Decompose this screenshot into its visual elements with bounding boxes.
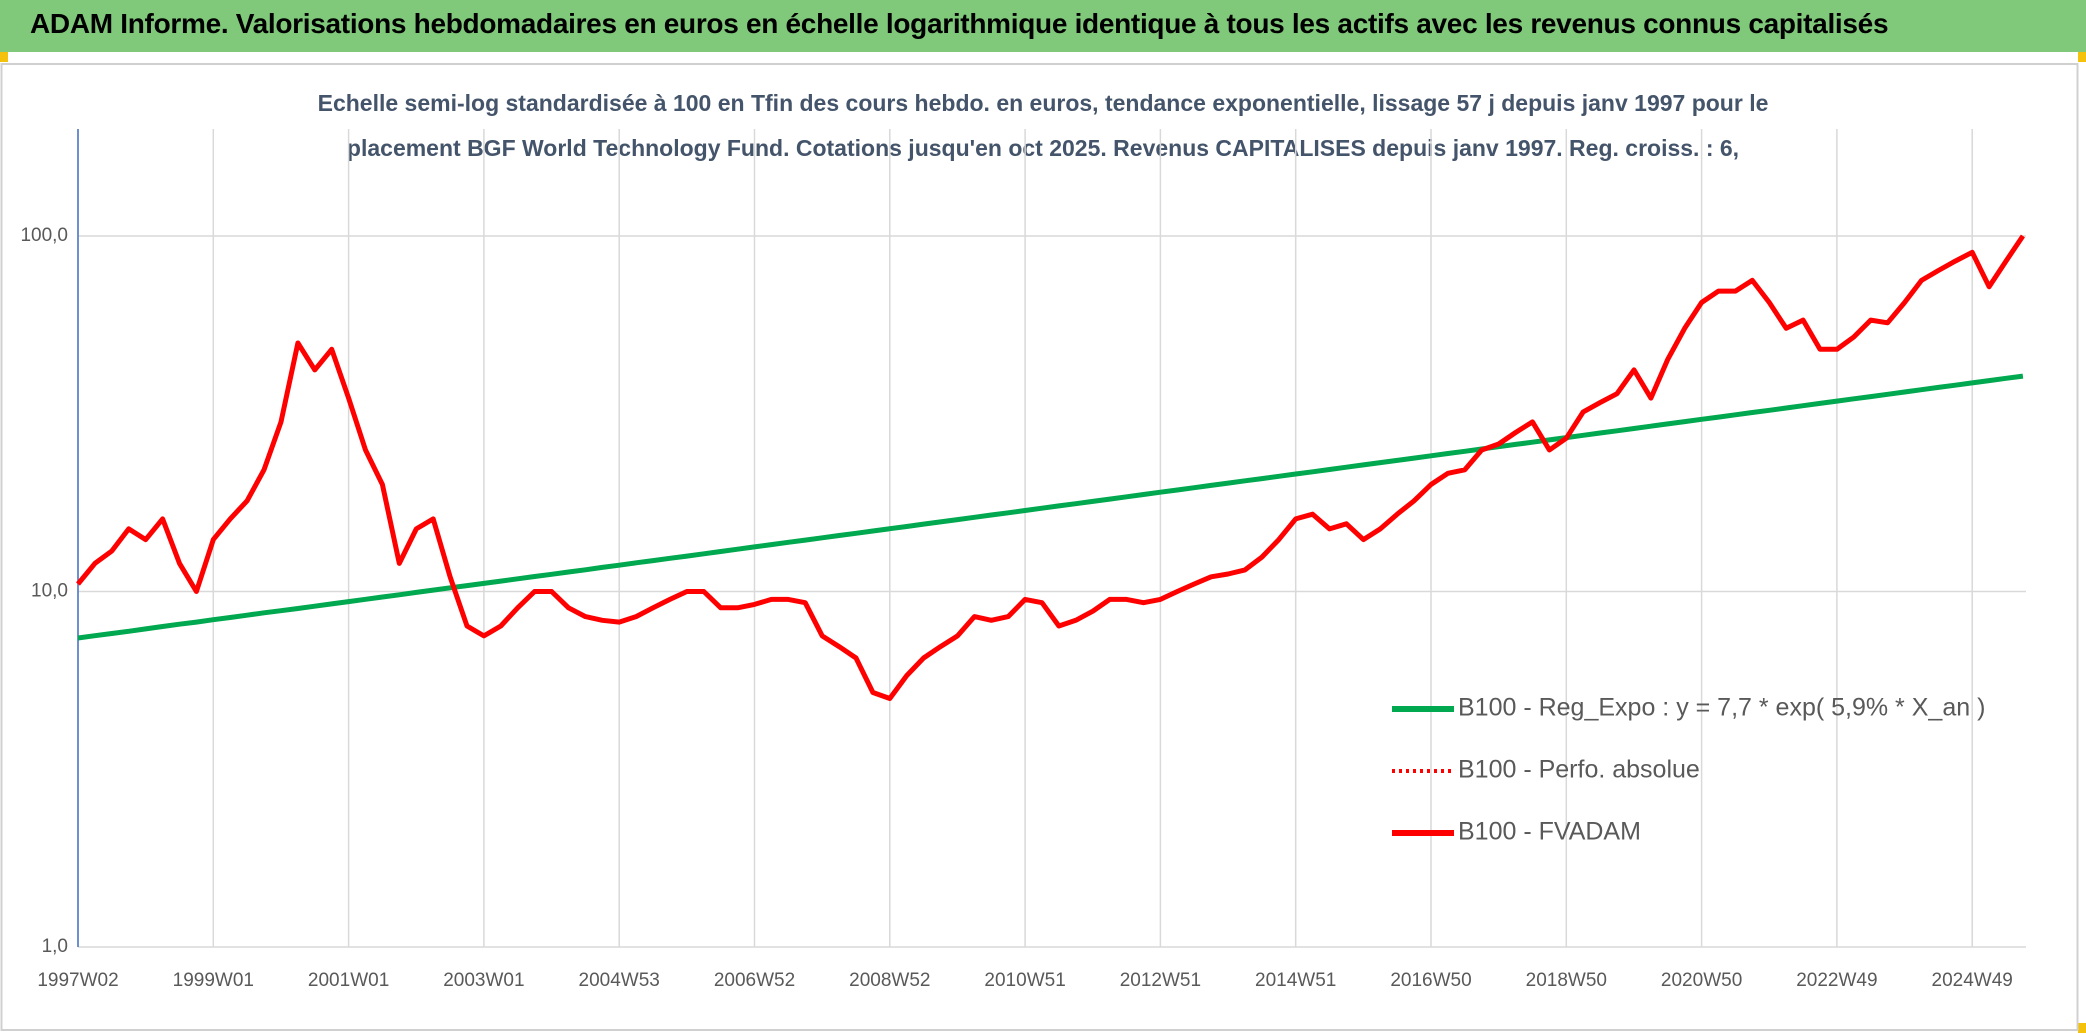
frame — [0, 63, 2079, 1031]
x-tick-label: 2010W51 — [984, 970, 1065, 991]
x-tick-label: 2024W49 — [1932, 970, 2013, 991]
legend-label: B100 - Reg_Expo : y = 7,7 * exp( 5,9% * … — [1458, 694, 1985, 722]
header: ADAM Informe. Valorisations hebdomadaire… — [0, 0, 2086, 52]
series-line — [76, 234, 2025, 701]
y-tick-label: 10,0 — [31, 581, 68, 602]
header-title: ADAM Informe. Valorisations hebdomadaire… — [30, 8, 1889, 39]
x-tick-label: 2012W51 — [1120, 970, 1201, 991]
corner — [0, 52, 8, 62]
legend-label: B100 - FVADAM — [1458, 818, 1641, 846]
y-tick-label: 1,0 — [42, 936, 68, 957]
series-line — [77, 373, 2024, 641]
x-tick-label: 2020W50 — [1661, 970, 1742, 991]
x-tick-label: 2008W52 — [849, 970, 930, 991]
x-tick-label: 2014W51 — [1255, 970, 1336, 991]
corner — [2078, 52, 2086, 62]
corner — [2078, 1023, 2086, 1033]
subtitle: Echelle semi-log standardisée à 100 en T… — [318, 90, 1769, 116]
x-tick-label: 2001W01 — [308, 970, 389, 991]
x-tick-label: 2003W01 — [443, 970, 524, 991]
y-tick-label: 100,0 — [20, 225, 68, 246]
chart: Echelle semi-log standardisée à 100 en T… — [0, 52, 2086, 1033]
legend-label: B100 - Perfo. absolue — [1458, 756, 1700, 784]
series-line — [76, 234, 2025, 701]
x-tick-label: 1999W01 — [173, 970, 254, 991]
x-tick-label: 1997W02 — [37, 970, 118, 991]
x-tick-label: 2004W53 — [579, 970, 660, 991]
x-tick-label: 2006W52 — [714, 970, 795, 991]
subtitle: placement BGF World Technology Fund. Cot… — [347, 135, 1739, 161]
x-tick-label: 2018W50 — [1526, 970, 1607, 991]
x-tick-label: 2016W50 — [1390, 970, 1471, 991]
x-tick-label: 2022W49 — [1796, 970, 1877, 991]
